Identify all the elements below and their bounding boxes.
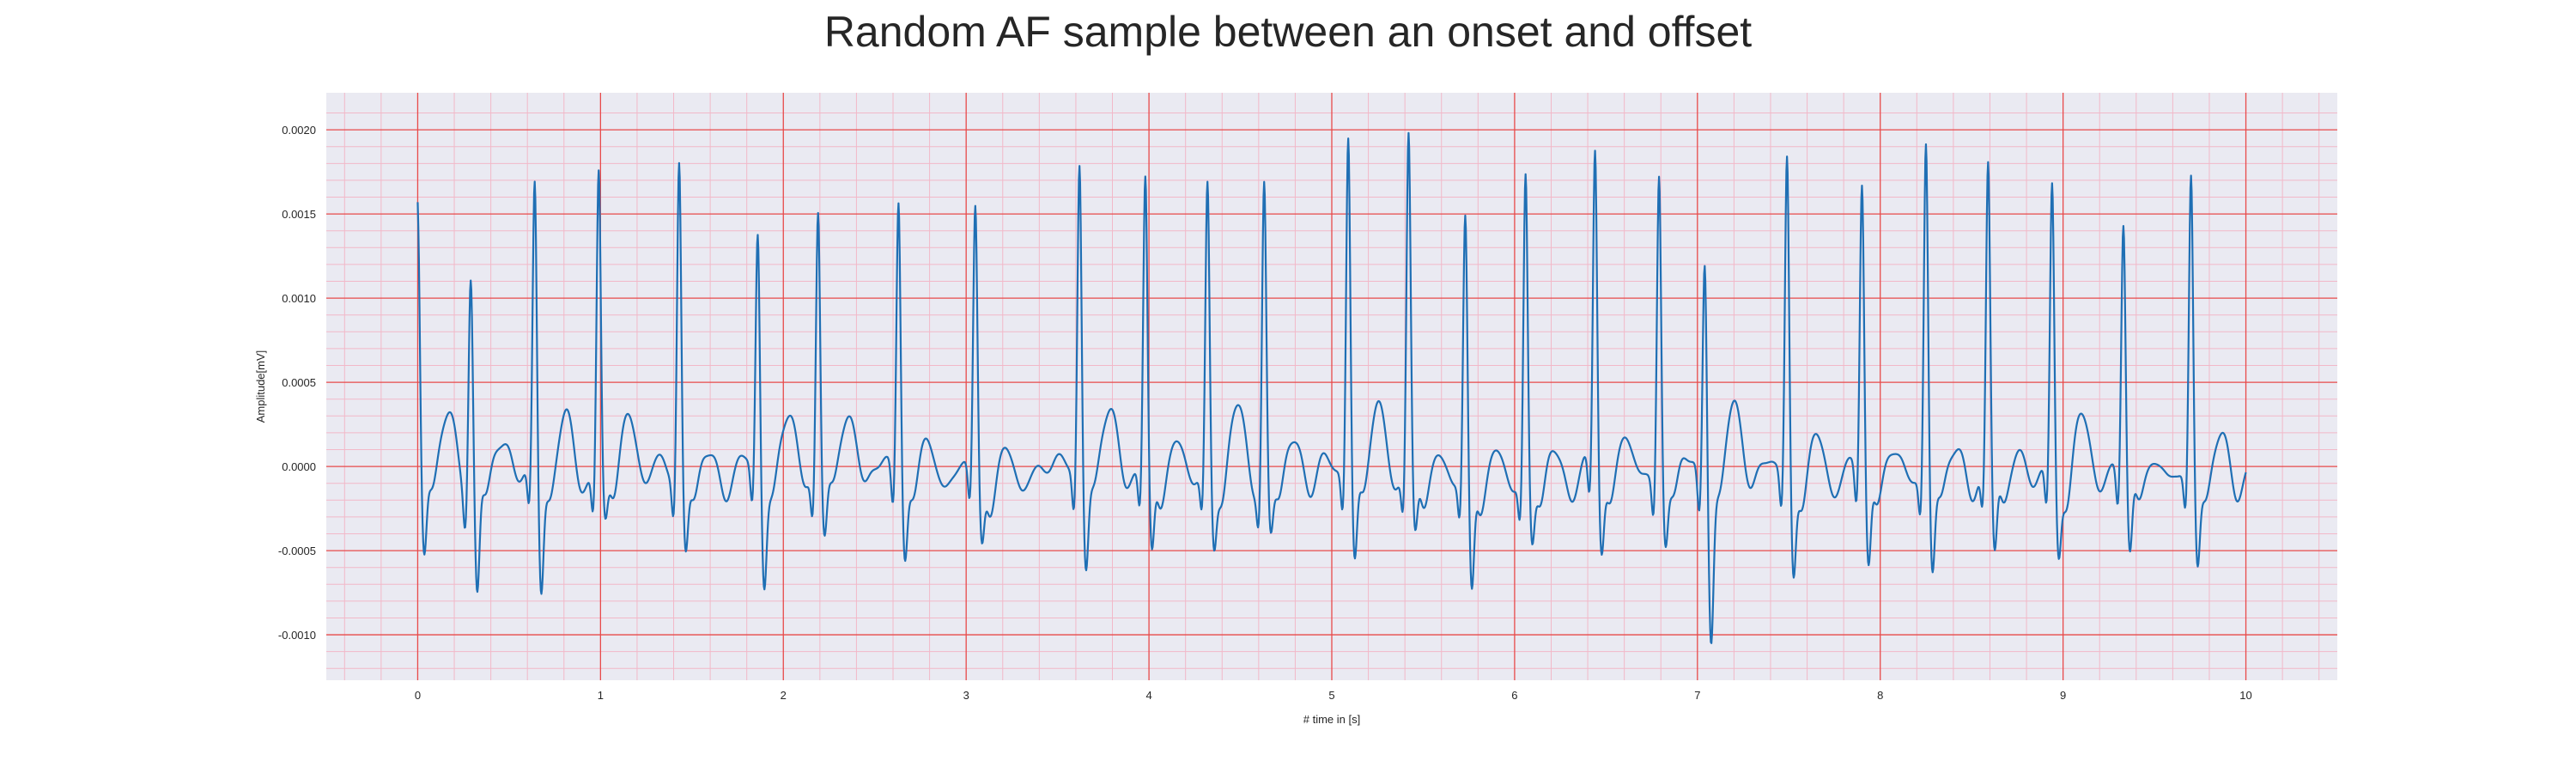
y-tick-label: 0.0010 <box>282 292 316 305</box>
x-tick-label: 4 <box>1145 689 1151 702</box>
x-tick-label: 5 <box>1328 689 1334 702</box>
x-tick-label: 2 <box>781 689 787 702</box>
x-tick-label: 7 <box>1694 689 1700 702</box>
y-tick-label: 0.0015 <box>282 208 316 221</box>
y-tick-label: 0.0020 <box>282 124 316 137</box>
chart-title: Random AF sample between an onset and of… <box>823 8 1753 56</box>
x-tick-label: 6 <box>1511 689 1517 702</box>
x-tick-label: 1 <box>598 689 604 702</box>
x-tick-label: 9 <box>2060 689 2066 702</box>
y-tick-labels: -0.0010 -0.0005 0.0000 0.0005 0.0010 0.0015 0.… <box>278 124 316 642</box>
y-tick-label: 0.0000 <box>282 460 316 473</box>
y-axis-label: Amplitude[mV] <box>254 350 267 423</box>
x-axis-label: # time in [s] <box>1303 713 1360 726</box>
ecg-signal-line <box>416 131 2247 644</box>
y-tick-label: -0.0010 <box>278 629 316 642</box>
x-tick-label: 0 <box>415 689 421 702</box>
major-grid <box>326 93 2337 680</box>
x-tick-labels: 0 1 2 3 4 5 6 7 8 9 10 <box>415 689 2252 702</box>
y-tick-label: -0.0005 <box>278 545 316 557</box>
x-tick-label: 8 <box>1877 689 1883 702</box>
x-tick-label: 3 <box>963 689 969 702</box>
x-tick-label: 10 <box>2239 689 2251 702</box>
y-tick-label: 0.0005 <box>282 376 316 389</box>
